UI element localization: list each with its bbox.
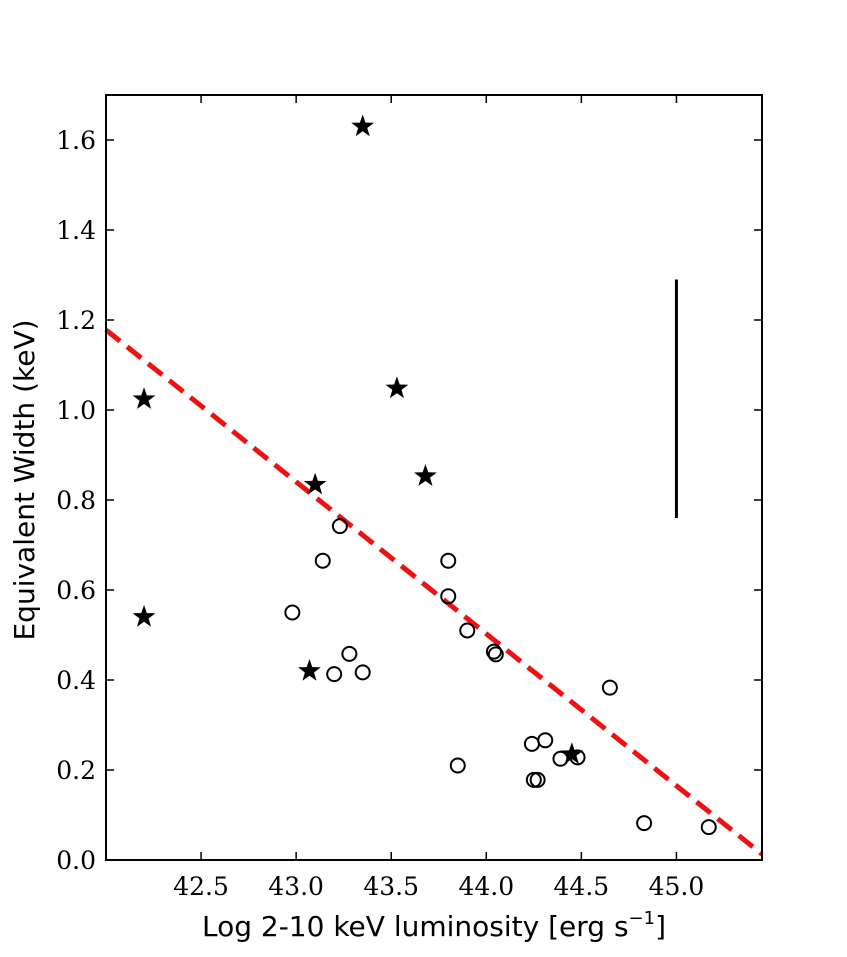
- data-point-circle: [354, 664, 371, 681]
- data-point-circle: [459, 622, 476, 639]
- data-point-circle: [440, 588, 457, 605]
- fit-line: [104, 327, 764, 857]
- y-tick-label: 0.0: [56, 846, 96, 875]
- x-tick-label: 44.5: [554, 872, 610, 901]
- plot-background: [106, 95, 762, 860]
- data-point-circle: [331, 518, 348, 535]
- y-tick-label: 1.2: [56, 306, 96, 335]
- data-point-circle: [314, 552, 331, 569]
- y-tick-label: 0.8: [56, 486, 96, 515]
- x-tick-label: 43.5: [363, 872, 419, 901]
- data-point-circle: [529, 771, 546, 788]
- data-point-star: [351, 114, 375, 137]
- y-tick-label: 1.0: [56, 396, 96, 425]
- data-point-circle: [636, 815, 653, 832]
- data-point-star: [560, 742, 584, 764]
- data-point-star: [132, 605, 156, 627]
- x-axis-label: Log 2-10 keV luminosity [erg s−1]: [202, 908, 666, 943]
- data-point-star: [385, 376, 409, 399]
- data-point-circle: [537, 732, 554, 749]
- data-point-circle: [449, 757, 466, 774]
- data-point-circle: [601, 679, 618, 696]
- data-point-star: [303, 472, 327, 495]
- data-point-star: [298, 659, 321, 681]
- x-tick-label: 44.0: [458, 872, 514, 901]
- data-point-star: [132, 387, 156, 409]
- y-tick-label: 1.6: [56, 126, 96, 155]
- data-point-circle: [326, 666, 343, 683]
- x-tick-label: 42.5: [173, 872, 229, 901]
- data-point-circle: [700, 819, 717, 836]
- data-point-circle: [284, 604, 301, 621]
- x-tick-label: 45.0: [649, 872, 705, 901]
- data-point-circle: [487, 646, 504, 663]
- data-point-circle: [440, 552, 457, 569]
- y-tick-label: 0.2: [56, 756, 96, 785]
- x-tick-label: 43.0: [268, 872, 324, 901]
- plot-frame: [105, 94, 763, 861]
- fit-line-layer: [104, 327, 764, 857]
- ticks-layer: 42.5 43.0 43.5 44.0 44.5 45.0 0.0 0.2 0.4 0.6 0.8 1…: [56, 95, 762, 901]
- y-tick-label: 1.4: [56, 216, 96, 245]
- y-tick-label: 0.4: [56, 666, 96, 695]
- data-point-circle: [485, 643, 502, 660]
- points-layer: [132, 114, 717, 836]
- y-tick-label: 0.6: [56, 576, 96, 605]
- data-point-star: [414, 464, 437, 486]
- data-point-circle: [341, 645, 358, 662]
- y-axis-label: Equivalent Width (keV): [8, 319, 41, 640]
